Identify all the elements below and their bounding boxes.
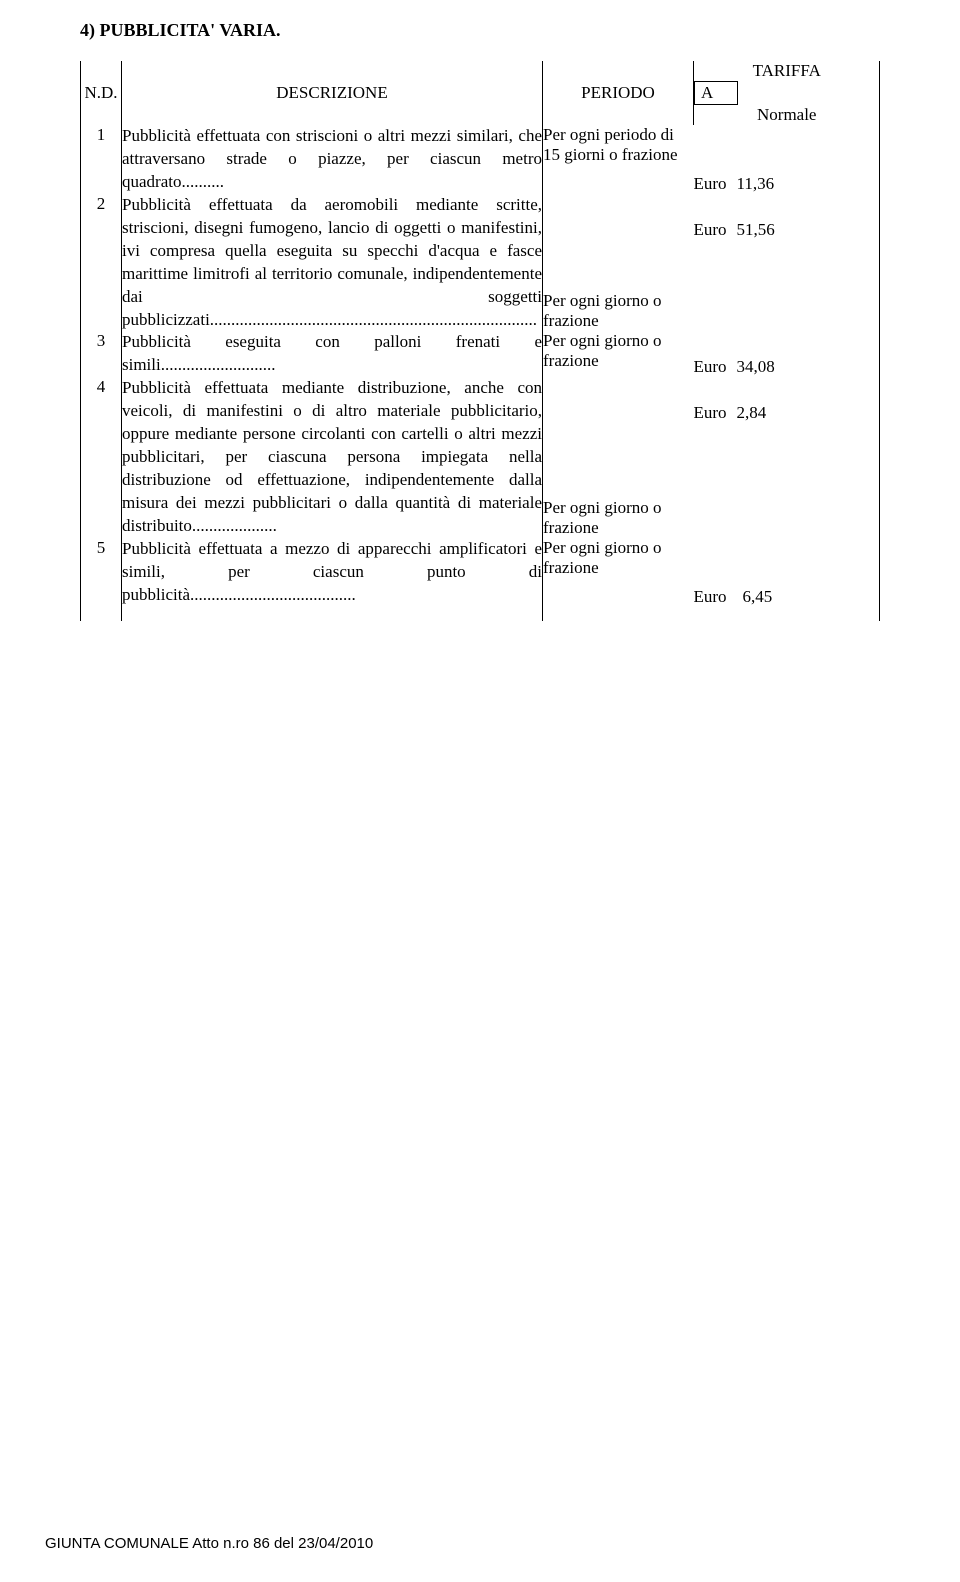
- table-header-row: N.D. DESCRIZIONE PERIODO TARIFFA A Norma…: [81, 61, 880, 125]
- row-number: 5: [81, 538, 122, 607]
- header-periodo: PERIODO: [543, 61, 694, 125]
- amount-value: 34,08: [737, 357, 775, 377]
- row-description: Pubblicità effettuata con striscioni o a…: [122, 125, 543, 194]
- currency: Euro: [694, 220, 727, 240]
- header-descrizione: DESCRIZIONE: [122, 61, 543, 125]
- amount-value: 11,36: [737, 174, 775, 194]
- row-number: 1: [81, 125, 122, 194]
- header-nd: N.D.: [81, 61, 122, 125]
- currency: Euro: [694, 174, 727, 194]
- row-period: Per ogni periodo di 15 giorni o frazione: [543, 125, 694, 194]
- header-tariffa-block: TARIFFA A Normale: [694, 61, 880, 125]
- row-number: 4: [81, 377, 122, 538]
- row-period: Per ogni giorno o frazione: [543, 194, 694, 332]
- header-normale: Normale: [695, 105, 880, 126]
- amount-value: 51,56: [737, 220, 775, 240]
- amount-value: 2,84: [737, 403, 767, 423]
- table-row: 5 Pubblicità effettuata a mezzo di appar…: [81, 538, 880, 607]
- footer-text: GIUNTA COMUNALE Atto n.ro 86 del 23/04/2…: [45, 1535, 373, 1552]
- currency: Euro: [694, 587, 727, 607]
- row-description: Pubblicità effettuata da aeromobili medi…: [122, 194, 543, 332]
- page: 4) PUBBLICITA' VARIA. N.D. DESCRIZIONE P…: [0, 0, 960, 1582]
- section-title: 4) PUBBLICITA' VARIA.: [80, 20, 880, 41]
- table-bottom-spacer: [81, 607, 880, 621]
- row-number: 3: [81, 331, 122, 377]
- header-a: A: [695, 82, 738, 105]
- row-description: Pubblicità effettuata a mezzo di apparec…: [122, 538, 543, 607]
- row-amount: Euro 34,08: [694, 331, 880, 377]
- row-number: 2: [81, 194, 122, 332]
- row-period: Per ogni giorno o frazione: [543, 377, 694, 538]
- table-row: 3 Pubblicità eseguita con palloni frenat…: [81, 331, 880, 377]
- header-tariffa: TARIFFA: [695, 61, 880, 82]
- row-period: Per ogni giorno o frazione: [543, 331, 694, 377]
- table-row: 4 Pubblicità effettuata mediante distrib…: [81, 377, 880, 538]
- table-row: 2 Pubblicità effettuata da aeromobili me…: [81, 194, 880, 332]
- row-description: Pubblicità eseguita con palloni frenati …: [122, 331, 543, 377]
- table-row: 1 Pubblicità effettuata con striscioni o…: [81, 125, 880, 194]
- amount-value: 6,45: [737, 587, 773, 607]
- currency: Euro: [694, 357, 727, 377]
- row-amount: Euro 51,56: [694, 194, 880, 332]
- row-period: Per ogni giorno o frazione: [543, 538, 694, 607]
- row-amount: Euro 11,36: [694, 125, 880, 194]
- currency: Euro: [694, 403, 727, 423]
- row-amount: Euro 2,84: [694, 377, 880, 538]
- row-amount: Euro 6,45: [694, 538, 880, 607]
- row-description: Pubblicità effettuata mediante distribuz…: [122, 377, 543, 538]
- tariffa-table: N.D. DESCRIZIONE PERIODO TARIFFA A Norma…: [80, 61, 880, 621]
